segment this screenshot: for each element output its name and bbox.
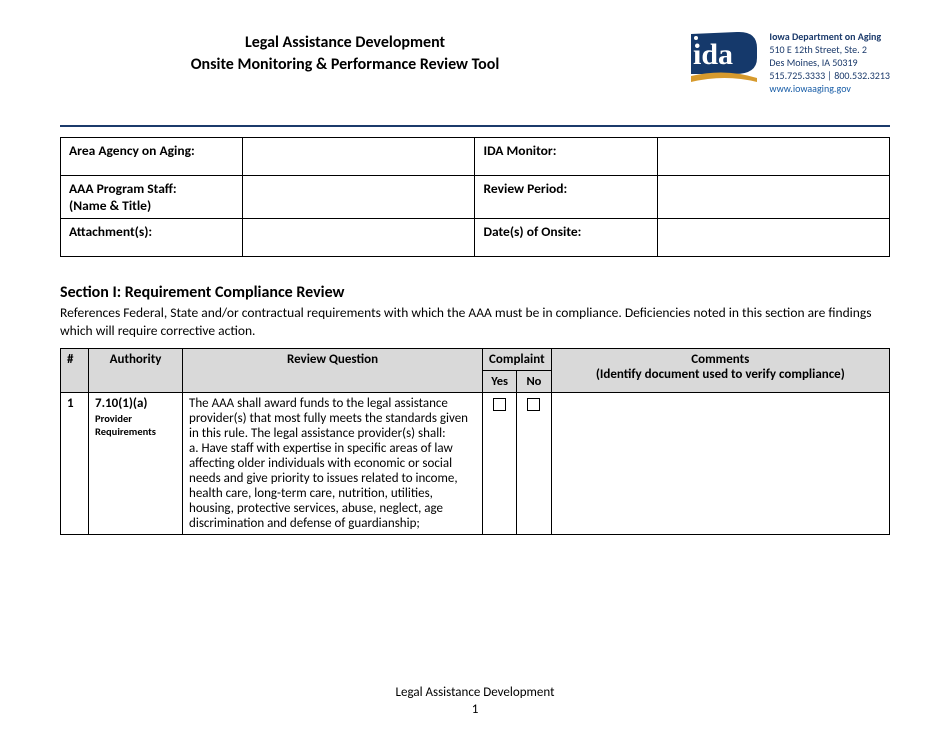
org-text: Iowa Department on Aging 510 E 12th Stre… — [769, 28, 890, 95]
footer-page-num: 1 — [0, 702, 950, 719]
header-row: Legal Assistance Development Onsite Moni… — [60, 28, 890, 95]
title-block: Legal Assistance Development Onsite Moni… — [60, 28, 630, 75]
ida-logo-icon: ida — [685, 28, 763, 84]
th-question: Review Question — [183, 349, 483, 393]
label-attach: Attachment(s): — [61, 219, 243, 257]
info-row: AAA Program Staff: (Name & Title) Review… — [61, 176, 890, 219]
label-staff-l1: AAA Program Staff: — [69, 180, 234, 197]
title-line-1: Legal Assistance Development — [60, 32, 630, 54]
review-table: # Authority Review Question Complaint Co… — [60, 348, 890, 535]
label-staff: AAA Program Staff: (Name & Title) — [61, 176, 243, 219]
label-dates: Date(s) of Onsite: — [475, 219, 657, 257]
org-phones: 515.725.3333 | 800.532.3213 — [769, 69, 890, 82]
th-num: # — [61, 349, 89, 393]
th-yes: Yes — [483, 371, 517, 393]
label-agency: Area Agency on Aging: — [61, 138, 243, 176]
cell-authority: 7.10(1)(a) Provider Requirements — [89, 393, 183, 535]
title-line-2: Onsite Monitoring & Performance Review T… — [60, 54, 630, 76]
page-footer: Legal Assistance Development 1 — [0, 685, 950, 719]
value-period[interactable] — [657, 176, 889, 219]
section1-title: Section I: Requirement Compliance Review — [60, 283, 890, 302]
th-complaint: Complaint — [483, 349, 552, 371]
value-dates[interactable] — [657, 219, 889, 257]
label-period: Review Period: — [475, 176, 657, 219]
info-row: Area Agency on Aging: IDA Monitor: — [61, 138, 890, 176]
cell-no[interactable] — [517, 393, 551, 535]
th-authority: Authority — [89, 349, 183, 393]
value-agency[interactable] — [243, 138, 475, 176]
label-monitor: IDA Monitor: — [475, 138, 657, 176]
th-no: No — [517, 371, 551, 393]
divider-rule — [60, 125, 890, 127]
section1-desc: References Federal, State and/or contrac… — [60, 304, 890, 340]
svg-text:ida: ida — [693, 38, 733, 71]
footer-label: Legal Assistance Development — [0, 685, 950, 702]
info-table: Area Agency on Aging: IDA Monitor: AAA P… — [60, 137, 890, 257]
auth-code: 7.10(1)(a) — [95, 396, 147, 411]
cell-question: The AAA shall award funds to the legal a… — [183, 393, 483, 535]
cell-num: 1 — [61, 393, 89, 535]
value-monitor[interactable] — [657, 138, 889, 176]
info-row: Attachment(s): Date(s) of Onsite: — [61, 219, 890, 257]
cell-yes[interactable] — [483, 393, 517, 535]
org-block: ida Iowa Department on Aging 510 E 12th … — [630, 28, 890, 95]
review-data-row: 1 7.10(1)(a) Provider Requirements The A… — [61, 393, 890, 535]
th-comments-main: Comments — [691, 352, 749, 367]
cell-comments[interactable] — [551, 393, 889, 535]
auth-sub: Provider Requirements — [95, 413, 176, 437]
page: Legal Assistance Development Onsite Moni… — [0, 0, 950, 733]
org-website: www.iowaaging.gov — [769, 82, 890, 95]
org-name: Iowa Department on Aging — [769, 30, 890, 43]
value-staff[interactable] — [243, 176, 475, 219]
label-staff-l2: (Name & Title) — [69, 197, 234, 214]
review-header-row: # Authority Review Question Complaint Co… — [61, 349, 890, 371]
th-comments: Comments (Identify document used to veri… — [551, 349, 889, 393]
value-attach[interactable] — [243, 219, 475, 257]
th-comments-sub: (Identify document used to verify compli… — [596, 367, 845, 382]
checkbox-yes-icon[interactable] — [493, 398, 506, 411]
org-addr-1: 510 E 12th Street, Ste. 2 — [769, 43, 890, 56]
checkbox-no-icon[interactable] — [527, 398, 540, 411]
org-addr-2: Des Moines, IA 50319 — [769, 56, 890, 69]
